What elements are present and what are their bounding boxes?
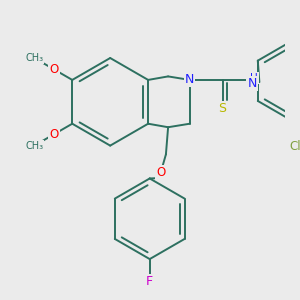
Text: N: N	[247, 77, 256, 90]
Text: N: N	[185, 74, 194, 86]
Text: CH₃: CH₃	[25, 141, 44, 151]
Text: F: F	[146, 275, 153, 288]
Text: H: H	[250, 73, 258, 83]
Text: O: O	[50, 63, 59, 76]
Text: S: S	[219, 102, 226, 115]
Text: CH₃: CH₃	[25, 53, 44, 63]
Text: O: O	[50, 128, 59, 141]
Text: Cl: Cl	[290, 140, 300, 153]
Text: O: O	[156, 166, 165, 179]
